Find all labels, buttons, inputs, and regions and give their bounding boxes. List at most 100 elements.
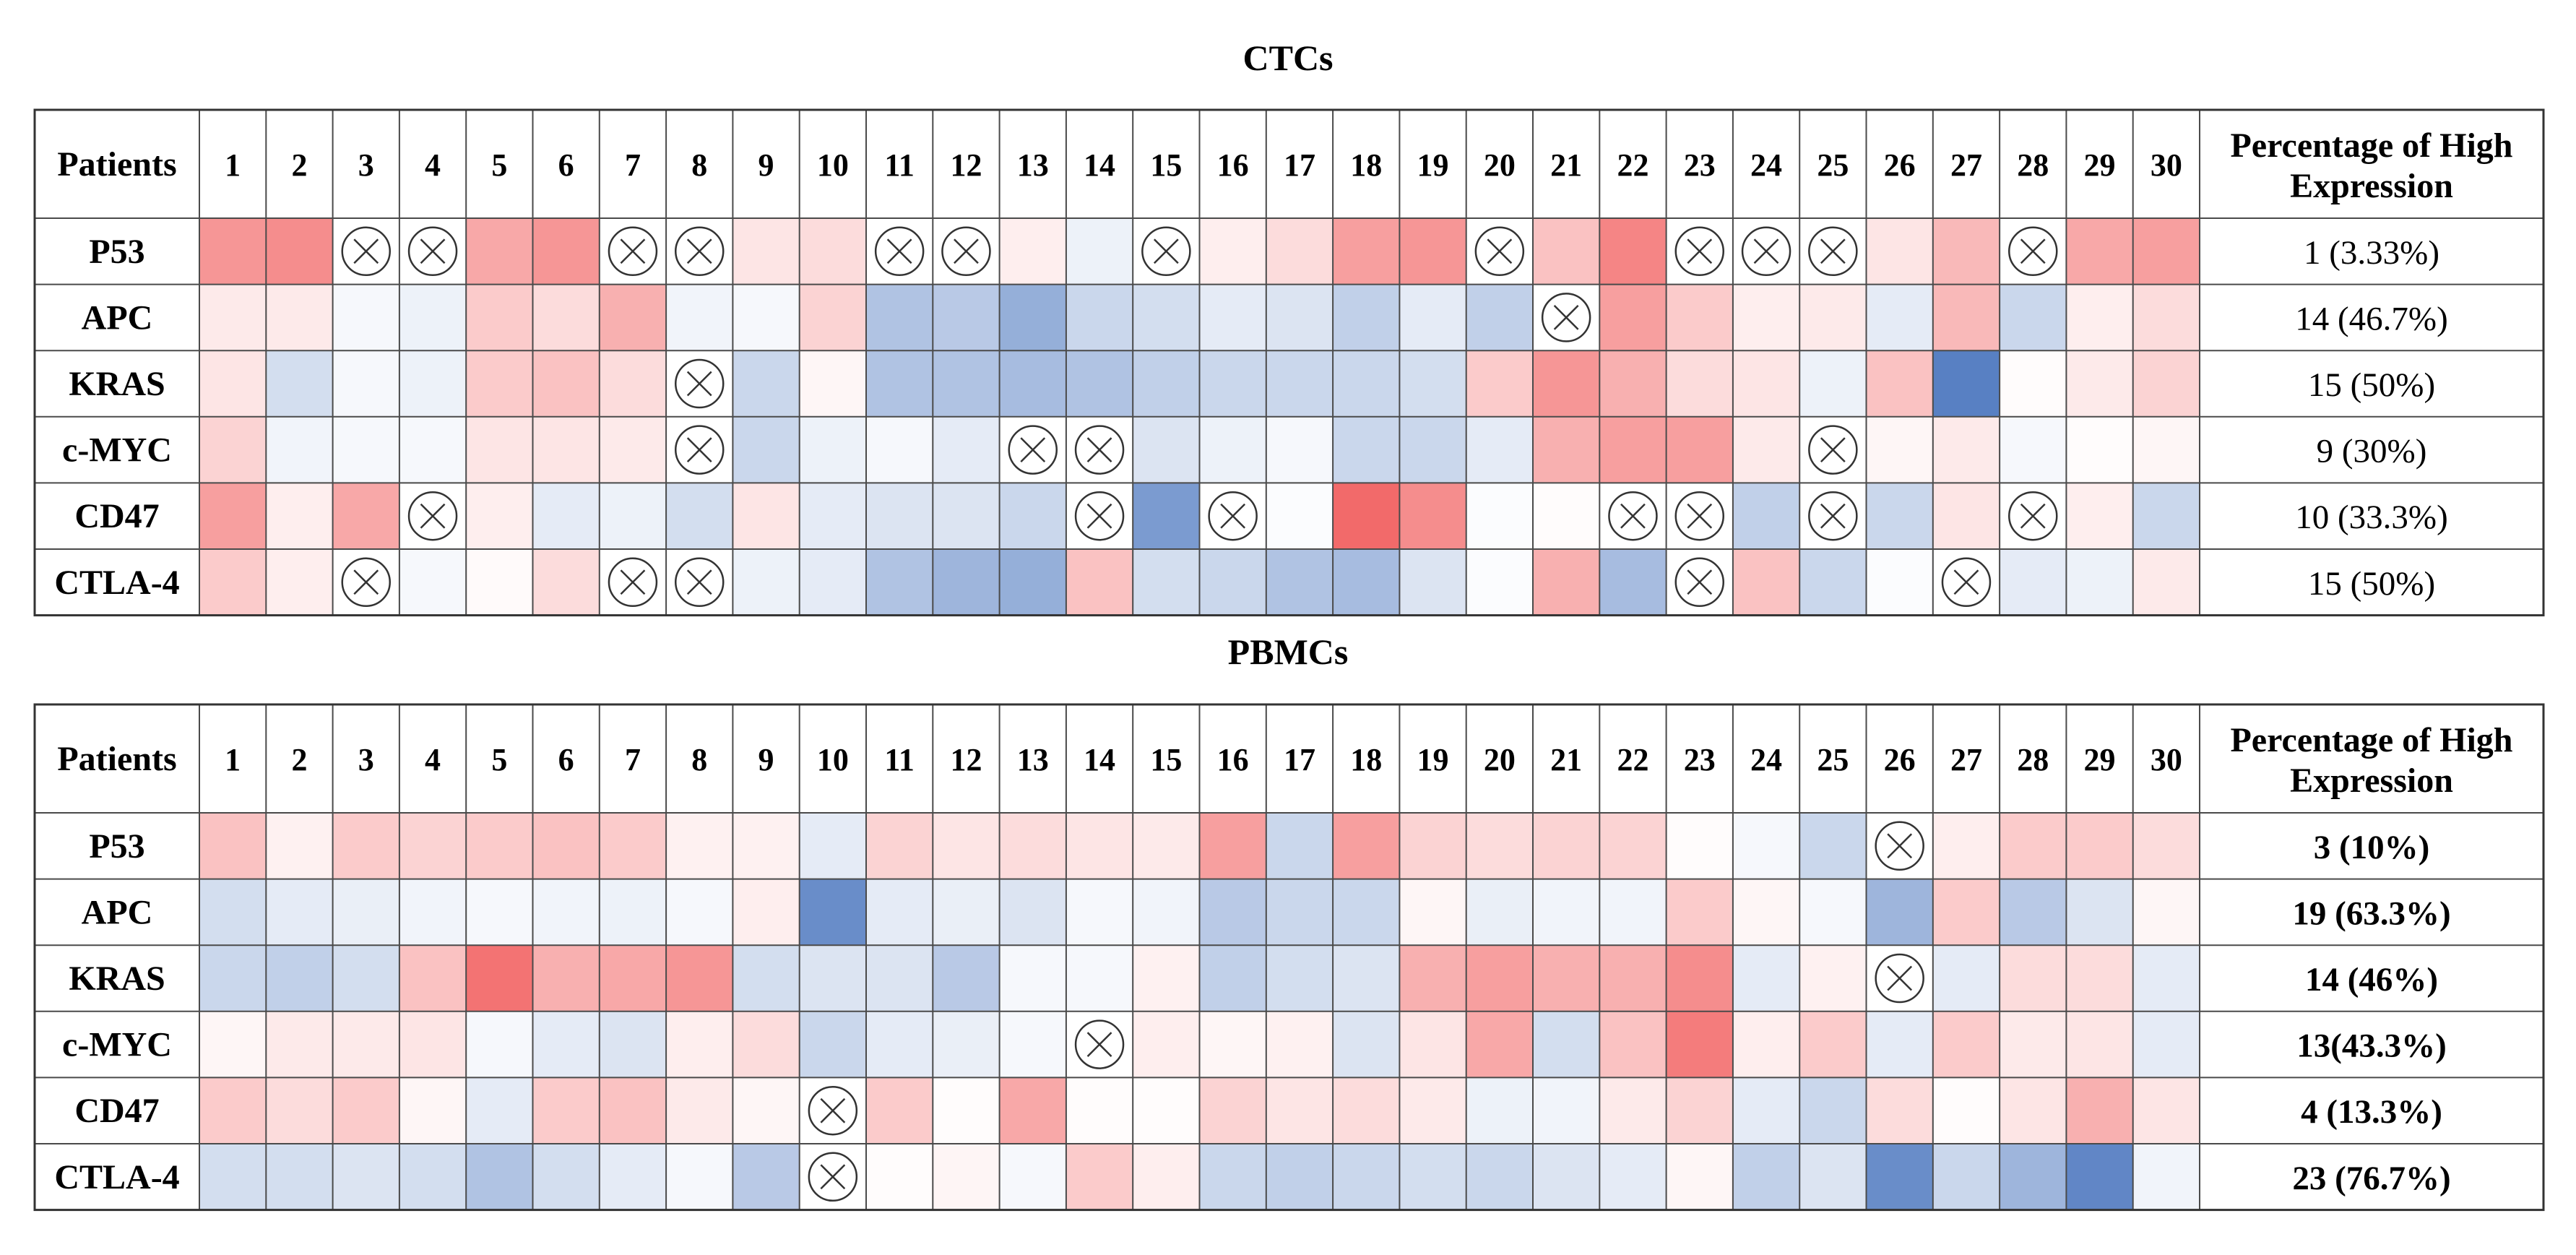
pbmc-cell-cd47-30 (2132, 1077, 2200, 1144)
pbmc-column-label: 18 (1350, 742, 1382, 777)
pbmc-cell-ctla-4-9 (732, 1144, 800, 1210)
pbmc-cell-c-myc-4 (399, 1011, 467, 1078)
missing-marker-cross (1620, 503, 1646, 529)
missing-marker-icon (675, 425, 725, 475)
ctc-cell-ctla-4-22 (1599, 549, 1667, 616)
pbmc-cell-ctla-4-11 (866, 1144, 933, 1210)
missing-marker-icon (1808, 491, 1858, 541)
ctc-cell-c-myc-5 (466, 416, 533, 483)
ctc-column-label: 18 (1350, 147, 1382, 183)
ctc-cell-kras-7 (599, 350, 667, 417)
ctc-cell-ctla-4-17 (1266, 549, 1334, 616)
pbmc-cell-apc-13 (999, 879, 1066, 946)
ctc-cell-p53-9 (732, 218, 800, 285)
ctc-column-label: 21 (1550, 147, 1582, 183)
ctc-column-label: 1 (225, 147, 241, 183)
missing-marker-icon (675, 557, 725, 608)
ctc-cell-c-myc-28 (2000, 416, 2067, 483)
pbmc-cell-ctla-4-22 (1599, 1144, 1667, 1210)
pbmc-cell-p53-5 (466, 813, 533, 879)
ctc-cell-cd47-18 (1333, 483, 1400, 549)
ctc-cell-cd47-24 (1732, 483, 1800, 549)
pbmc-cell-kras-18 (1333, 945, 1400, 1012)
pbmc-cell-cd47-2 (266, 1077, 333, 1144)
ctc-row-label: KRAS (69, 365, 165, 403)
missing-marker-icon (1074, 1019, 1125, 1069)
ctc-cell-c-myc-21 (1533, 416, 1600, 483)
ctc-cell-p53-14 (1066, 218, 1133, 285)
pbmc-row-header: Patients (57, 740, 176, 778)
ctc-cell-p53-6 (532, 218, 600, 285)
ctc-cell-kras-12 (933, 350, 1000, 417)
missing-marker-icon (2008, 226, 2058, 277)
pbmc-cell-ctla-4-19 (1399, 1144, 1466, 1210)
pbmc-cell-cd47-27 (1932, 1077, 2000, 1144)
ctc-cell-apc-8 (666, 284, 733, 351)
ctc-cell-cd47-11 (866, 483, 933, 549)
ctc-cell-apc-2 (266, 284, 333, 351)
ctc-cell-cd47-27 (1932, 483, 2000, 549)
missing-marker-cross (1020, 437, 1046, 462)
pbmc-cell-c-myc-17 (1266, 1011, 1334, 1078)
pbmc-column-label: 26 (1884, 742, 1916, 777)
ctc-row-label: c-MYC (62, 431, 172, 470)
pbmc-cell-c-myc-11 (866, 1011, 933, 1078)
pbmc-column-label: 27 (1950, 742, 1982, 777)
ctc-cell-apc-7 (599, 284, 667, 351)
pbmc-cell-apc-26 (1866, 879, 1933, 946)
ctc-cell-ctla-4-6 (532, 549, 600, 616)
ctc-cell-kras-14 (1066, 350, 1133, 417)
ctc-cell-c-myc-24 (1732, 416, 1800, 483)
missing-marker-icon (341, 557, 391, 608)
missing-marker-icon (1875, 821, 1924, 871)
pbmc-cell-c-myc-7 (599, 1011, 667, 1078)
missing-marker-cross (2020, 238, 2046, 264)
ctc-cell-ctla-4-18 (1333, 549, 1400, 616)
pbmc-cell-apc-15 (1133, 879, 1200, 946)
pbmc-column-label: 22 (1617, 742, 1648, 777)
pbmc-cell-apc-6 (532, 879, 600, 946)
ctc-column-label: 25 (1817, 147, 1849, 183)
ctc-cell-c-myc-19 (1399, 416, 1466, 483)
pbmc-cell-apc-4 (399, 879, 467, 946)
pbmc-column-label: 19 (1417, 742, 1449, 777)
ctc-cell-p53-1 (199, 218, 267, 285)
ctc-cell-ctla-4-28 (2000, 549, 2067, 616)
ctc-cell-p53-2 (266, 218, 333, 285)
missing-marker-icon (1808, 226, 1858, 277)
missing-marker-icon (1074, 491, 1125, 541)
ctc-cell-kras-19 (1399, 350, 1466, 417)
pbmc-cell-apc-9 (732, 879, 800, 946)
pbmc-cell-kras-9 (732, 945, 800, 1012)
ctc-row-summary: 15 (50%) (2308, 565, 2435, 603)
pbmc-cell-cd47-4 (399, 1077, 467, 1144)
pbmc-cell-apc-20 (1466, 879, 1533, 946)
ctc-column-label: 6 (558, 147, 574, 183)
pbmc-cell-ctla-4-2 (266, 1144, 333, 1210)
ctc-row-label: CD47 (74, 497, 159, 535)
pbmc-panel-title: PBMCs (1228, 631, 1349, 672)
pbmc-cell-c-myc-29 (2066, 1011, 2133, 1078)
missing-marker-icon (1741, 226, 1791, 277)
ctc-cell-ctla-4-24 (1732, 549, 1800, 616)
missing-marker-cross (1086, 437, 1112, 462)
ctc-cell-cd47-17 (1266, 483, 1334, 549)
pbmc-cell-p53-27 (1932, 813, 2000, 879)
pbmc-cell-apc-11 (866, 879, 933, 946)
ctc-cell-kras-13 (999, 350, 1066, 417)
ctc-cell-p53-22 (1599, 218, 1667, 285)
ctc-cell-c-myc-16 (1199, 416, 1266, 483)
missing-marker-cross (1553, 305, 1579, 330)
ctc-cell-ctla-4-19 (1399, 549, 1466, 616)
ctc-column-label: 22 (1617, 147, 1648, 183)
pbmc-cell-ctla-4-18 (1333, 1144, 1400, 1210)
ctc-cell-p53-13 (999, 218, 1066, 285)
pbmc-cell-cd47-24 (1732, 1077, 1800, 1144)
ctc-cell-cd47-29 (2066, 483, 2133, 549)
missing-marker-icon (675, 226, 725, 277)
ctc-cell-p53-27 (1932, 218, 2000, 285)
ctc-cell-apc-26 (1866, 284, 1933, 351)
ctc-cell-cd47-2 (266, 483, 333, 549)
ctc-cell-apc-10 (799, 284, 866, 351)
